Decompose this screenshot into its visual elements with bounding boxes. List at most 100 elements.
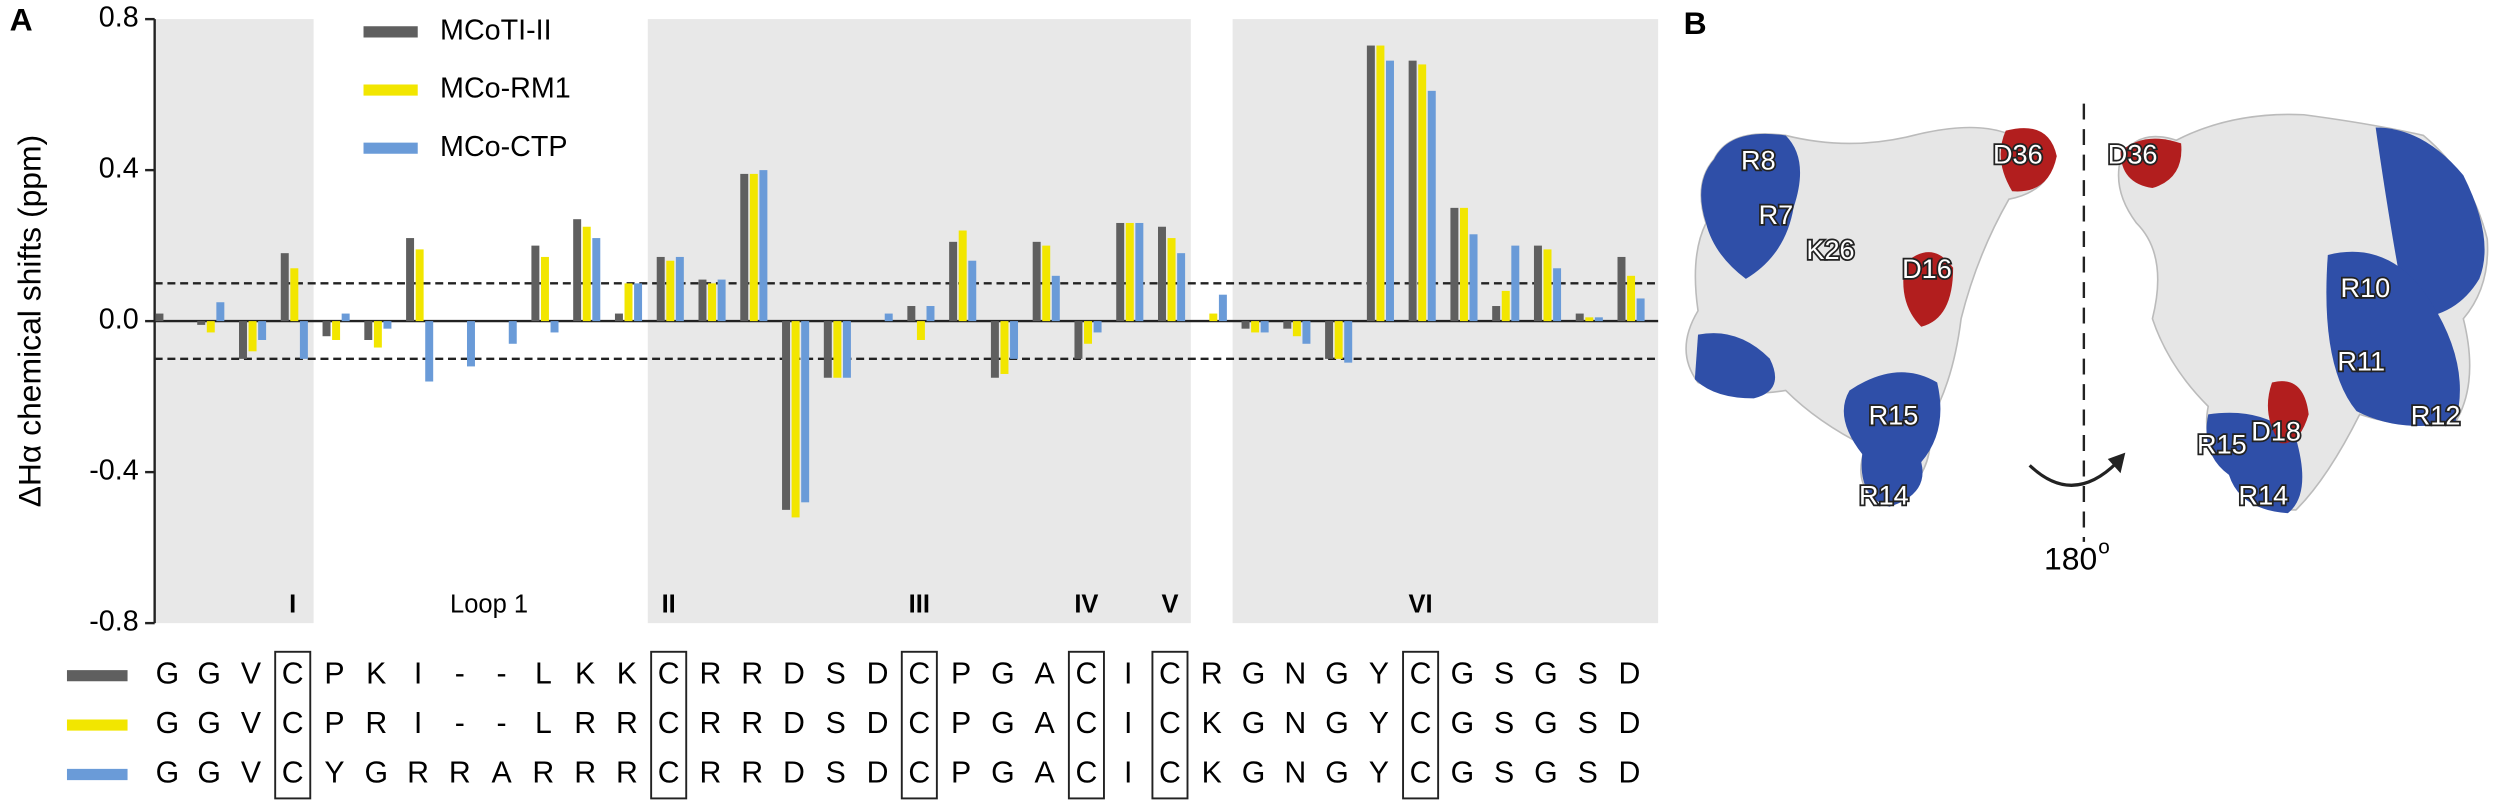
residue: G [197, 707, 221, 740]
residue-label: R15 [1869, 400, 1919, 431]
residue: G [991, 707, 1015, 740]
residue-label: D18 [2251, 416, 2301, 447]
residue: C [908, 658, 930, 691]
residue: G [197, 658, 221, 691]
bar [907, 306, 916, 322]
acidic-patch [2000, 128, 2057, 192]
region-label: V [1161, 590, 1178, 618]
residue: - [455, 658, 465, 691]
residue: G [991, 658, 1015, 691]
bar [990, 321, 999, 378]
residue: R [741, 658, 763, 691]
legend-label: MCoTI-II [440, 14, 552, 46]
residue: R [700, 707, 722, 740]
panel-a: 0.8 0.4 0.0 -0.4 -0.8 ΔHα chemical shifts (pp… [11, 2, 1659, 800]
residue: G [1325, 707, 1349, 740]
bar [550, 321, 559, 333]
residue: P [324, 658, 344, 691]
panel-label: B [1684, 5, 1707, 41]
bar [958, 230, 967, 322]
residue: N [1284, 757, 1306, 790]
bar [1511, 245, 1520, 322]
residue: S [826, 757, 846, 790]
residue-label: R14 [2239, 479, 2289, 510]
cysteine-box [1151, 650, 1189, 800]
bar [1218, 294, 1227, 322]
bar [949, 241, 958, 322]
residue: G [991, 757, 1015, 790]
bar [1553, 268, 1562, 322]
bar [1459, 207, 1468, 322]
cysteine-box [274, 650, 312, 800]
bar [573, 219, 582, 322]
legend-label: MCo-RM1 [440, 73, 571, 105]
residue-label: K26 [1806, 234, 1854, 265]
bar [582, 226, 591, 322]
residue: D [867, 757, 889, 790]
bar [1167, 238, 1176, 322]
y-tick-label: 0.4 [99, 153, 139, 185]
residue: P [951, 658, 971, 691]
region-label: I [289, 590, 296, 618]
bar [1636, 298, 1645, 322]
bar [406, 238, 415, 322]
region-label: III [909, 590, 930, 618]
bar [759, 170, 768, 322]
bar [1032, 241, 1041, 322]
bar [1543, 249, 1552, 322]
bar [740, 173, 749, 322]
surface-left [1685, 126, 2057, 507]
residue: D [1619, 707, 1641, 740]
residue: I [1124, 658, 1132, 691]
bar [1116, 222, 1125, 322]
bar [322, 321, 331, 337]
residue: - [497, 707, 507, 740]
residue: C [1075, 757, 1097, 790]
panel-label: A [10, 2, 33, 38]
residue: C [908, 707, 930, 740]
bar [415, 249, 424, 322]
residue: R [574, 707, 596, 740]
bar [708, 283, 717, 322]
region-label: II [662, 590, 676, 618]
bar [1135, 222, 1144, 322]
residue: K [1202, 757, 1222, 790]
residue-label: R7 [1759, 199, 1794, 230]
bar [1251, 321, 1260, 333]
bar [1376, 45, 1385, 322]
bar [280, 253, 289, 322]
residue: D [783, 757, 805, 790]
bar [1334, 321, 1343, 359]
bar [1084, 321, 1092, 344]
bar [1386, 60, 1394, 322]
y-tick-label: -0.8 [89, 606, 138, 638]
bar [749, 173, 758, 322]
residue: G [1242, 757, 1266, 790]
residue: Y [1369, 658, 1389, 691]
residue: D [867, 658, 889, 691]
residue: C [1159, 658, 1181, 691]
residue: K [617, 658, 637, 691]
bar [1241, 321, 1250, 329]
basic-patch [2326, 251, 2460, 427]
bar [332, 321, 341, 340]
region-label: VI [1409, 590, 1433, 618]
bar [1585, 317, 1594, 322]
bar [926, 306, 935, 322]
bar [675, 256, 684, 322]
region-label: Loop 1 [450, 590, 528, 618]
residue: C [282, 707, 304, 740]
bar [782, 321, 791, 510]
residue: C [1410, 757, 1432, 790]
bar [656, 256, 665, 322]
residue: G [1451, 707, 1475, 740]
residue: C [282, 658, 304, 691]
residue: V [241, 707, 262, 740]
bar [1283, 321, 1292, 329]
residue: C [1410, 707, 1432, 740]
residue: C [1159, 757, 1181, 790]
residue: R [449, 757, 471, 790]
bar [1418, 64, 1427, 322]
residue: I [414, 658, 422, 691]
residue: S [1578, 707, 1598, 740]
